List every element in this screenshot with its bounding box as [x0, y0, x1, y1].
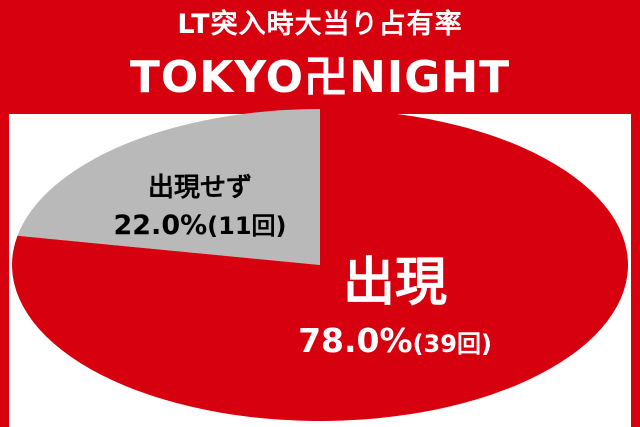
header: LT突入時大当り占有率 TOKYO卍NIGHT [0, 0, 640, 112]
slice-count-appear: (39回) [413, 330, 492, 358]
pie-slices [12, 108, 629, 421]
pie-slice-appear [12, 108, 629, 421]
slice-value-not-appear: 22.0%(11回) [113, 210, 286, 241]
slice-count-not-appear: (11回) [207, 212, 286, 240]
pie-slice-not-appear [17, 109, 321, 265]
slice-label-appear: 出現 [343, 253, 447, 313]
chart-title: TOKYO卍NIGHT [129, 52, 511, 103]
chart-subtitle: LT突入時大当り占有率 [177, 9, 463, 40]
slice-value-appear: 78.0%(39回) [298, 321, 492, 360]
slice-percent-not-appear: 22.0% [113, 210, 207, 241]
slice-label-not-appear: 出現せず [148, 173, 252, 203]
slice-percent-appear: 78.0% [298, 321, 413, 360]
